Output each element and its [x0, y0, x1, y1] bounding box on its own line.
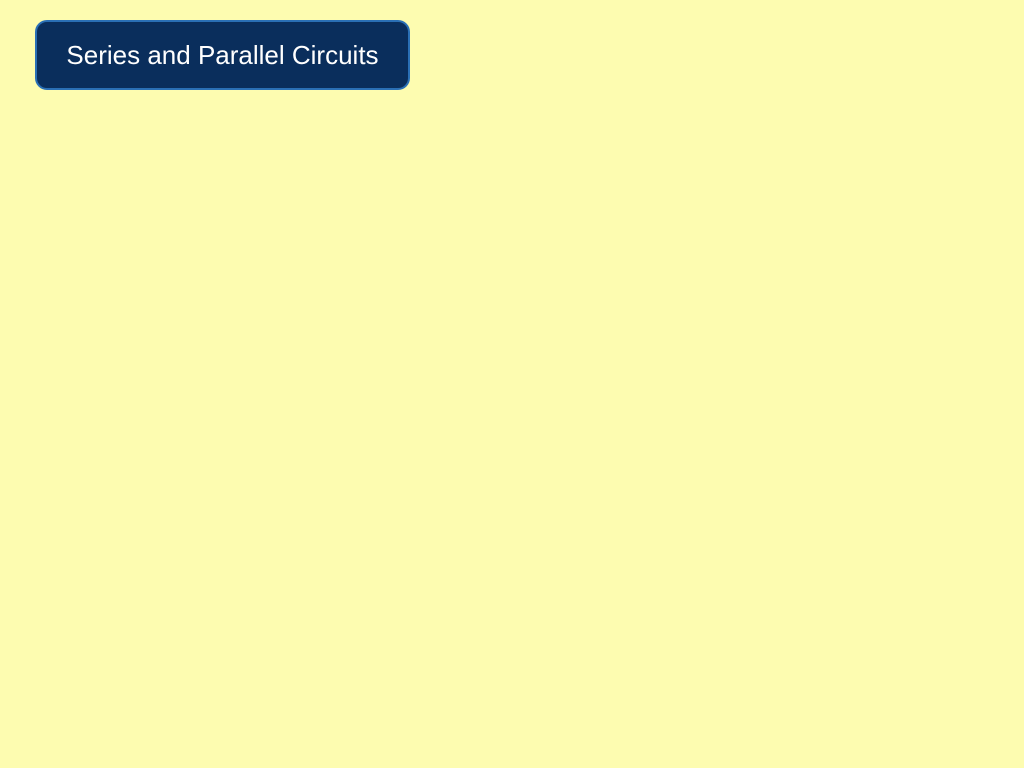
- title-box: Series and Parallel Circuits: [35, 20, 410, 90]
- slide-title: Series and Parallel Circuits: [66, 40, 378, 71]
